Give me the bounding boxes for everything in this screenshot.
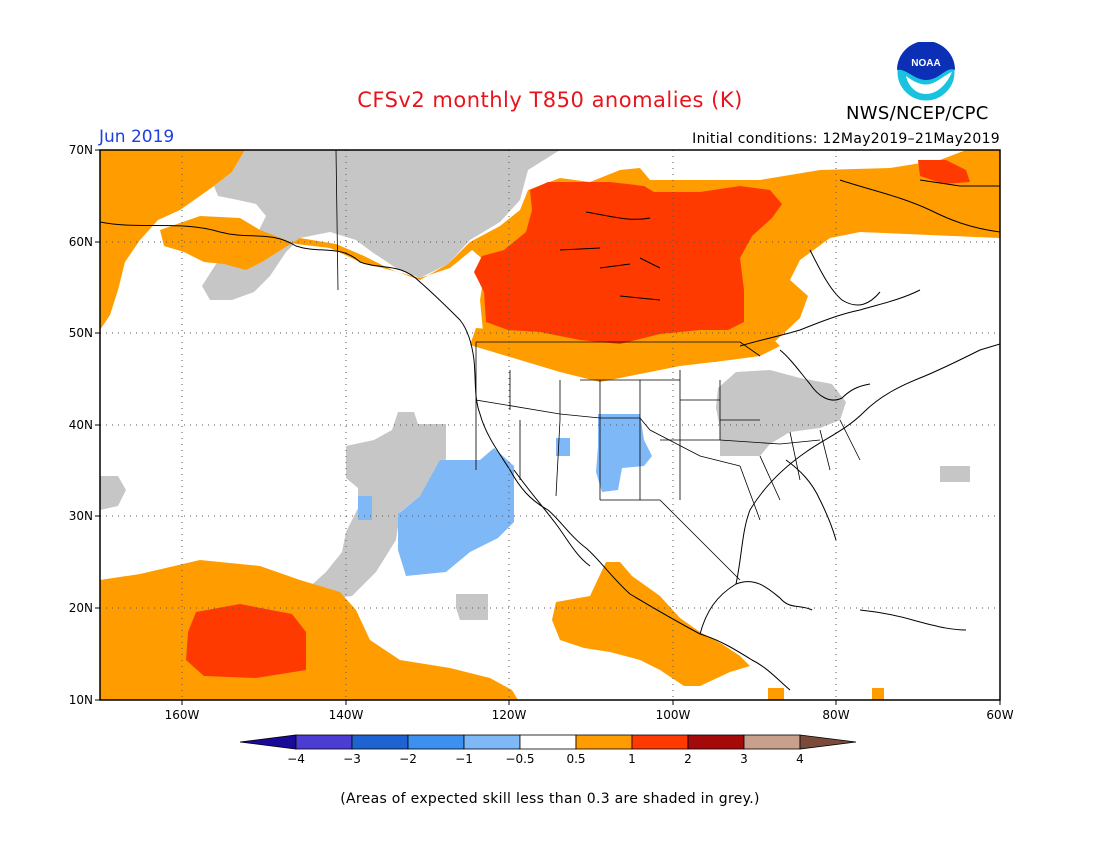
lon-label-160w: 160W [165, 708, 200, 722]
lon-label-100w: 100W [656, 708, 691, 722]
initial-conditions: Initial conditions: 12May2019–21May2019 [692, 131, 1000, 147]
coastlines [100, 179, 1000, 691]
colorbar-label: −2 [399, 752, 417, 766]
colorbar-swatch [519, 734, 577, 750]
colorbar-swatch [687, 734, 745, 750]
colorbar-arrow-right [799, 734, 857, 750]
lat-label-50n: 50N [69, 326, 93, 340]
shade-blue-southwest [556, 414, 652, 492]
forecast-month: Jun 2019 [99, 127, 175, 147]
graticule [100, 150, 1000, 700]
colorbar-label: 4 [796, 752, 804, 766]
shade-orange-small-caribbean [768, 688, 884, 700]
lat-label-60n: 60N [69, 235, 93, 249]
colorbar-label: −0.5 [505, 752, 534, 766]
shade-orange-hawaii [100, 560, 518, 700]
colorbar-swatch [575, 734, 633, 750]
lon-label-140w: 140W [329, 708, 364, 722]
colorbar-swatch [295, 734, 353, 750]
colorbar-swatch [631, 734, 689, 750]
colorbar-swatch [743, 734, 801, 750]
lat-label-20n: 20N [69, 601, 93, 615]
colorbar-swatch [407, 734, 465, 750]
shade-red-hawaii [186, 604, 306, 678]
shade-blue-pacific-offshore [358, 448, 514, 576]
lat-label-70n: 70N [69, 143, 93, 157]
colorbar-label: 0.5 [566, 752, 585, 766]
shade-orange-mexico [552, 562, 750, 686]
shade-red-ne-corner [918, 160, 970, 184]
shade-grey-pacific-offshore [306, 412, 446, 600]
skill-footnote: (Areas of expected skill less than 0.3 a… [340, 791, 760, 807]
agency-label: NWS/NCEP/CPC [846, 103, 989, 124]
anomaly-shading [100, 150, 1000, 700]
colorbar-label: −4 [287, 752, 305, 766]
colorbar-label: 1 [628, 752, 636, 766]
shade-orange-nw-pacific [100, 150, 245, 330]
colorbar-swatch [463, 734, 521, 750]
political-borders [335, 150, 861, 581]
noaa-logo-icon: NOAA [896, 42, 956, 102]
lon-label-60w: 60W [986, 708, 1013, 722]
lat-label-10n: 10N [69, 693, 93, 707]
shade-grey-alaska [202, 150, 560, 300]
shade-grey-great-lakes [716, 370, 846, 456]
colorbar-label: 2 [684, 752, 692, 766]
noaa-logo-text: NOAA [911, 58, 940, 69]
colorbar-label: 3 [740, 752, 748, 766]
shade-orange-band-south [470, 328, 780, 382]
lon-label-80w: 80W [822, 708, 849, 722]
shade-red-canada [474, 182, 782, 344]
lon-label-120w: 120W [492, 708, 527, 722]
map-title: CFSv2 monthly T850 anomalies (K) [357, 88, 743, 112]
colorbar: −4 −3 −2 −1 −0.5 0.5 1 2 3 4 [239, 734, 857, 766]
colorbar-label: −1 [455, 752, 473, 766]
colorbar-label: −3 [343, 752, 361, 766]
lat-label-40n: 40N [69, 418, 93, 432]
colorbar-swatch [351, 734, 409, 750]
lat-label-30n: 30N [69, 509, 93, 523]
axis-ticks [95, 149, 1001, 705]
colorbar-arrow-left [239, 734, 297, 750]
